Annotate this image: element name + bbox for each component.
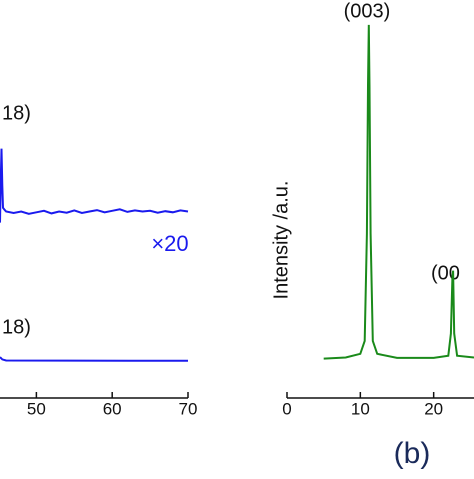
x-tick-label: 60 — [103, 399, 122, 418]
annotation: 18) — [2, 316, 31, 338]
line-series — [0, 148, 189, 223]
x-tick-label: 50 — [27, 399, 46, 418]
panel-label: (b) — [394, 437, 431, 470]
y-axis-label: Intensity /a.u. — [270, 181, 292, 300]
x-tick-label: 10 — [351, 399, 370, 418]
x-tick-label: 0 — [282, 399, 291, 418]
x-tick-label: 20 — [424, 399, 443, 418]
annotation: (003) — [344, 0, 391, 22]
line-series — [323, 24, 474, 360]
annotation: 18) — [2, 102, 31, 124]
annotation: ×20 — [151, 231, 188, 256]
annotation: (00 — [431, 262, 460, 284]
x-tick-label: 70 — [179, 399, 198, 418]
line-series — [0, 356, 189, 362]
